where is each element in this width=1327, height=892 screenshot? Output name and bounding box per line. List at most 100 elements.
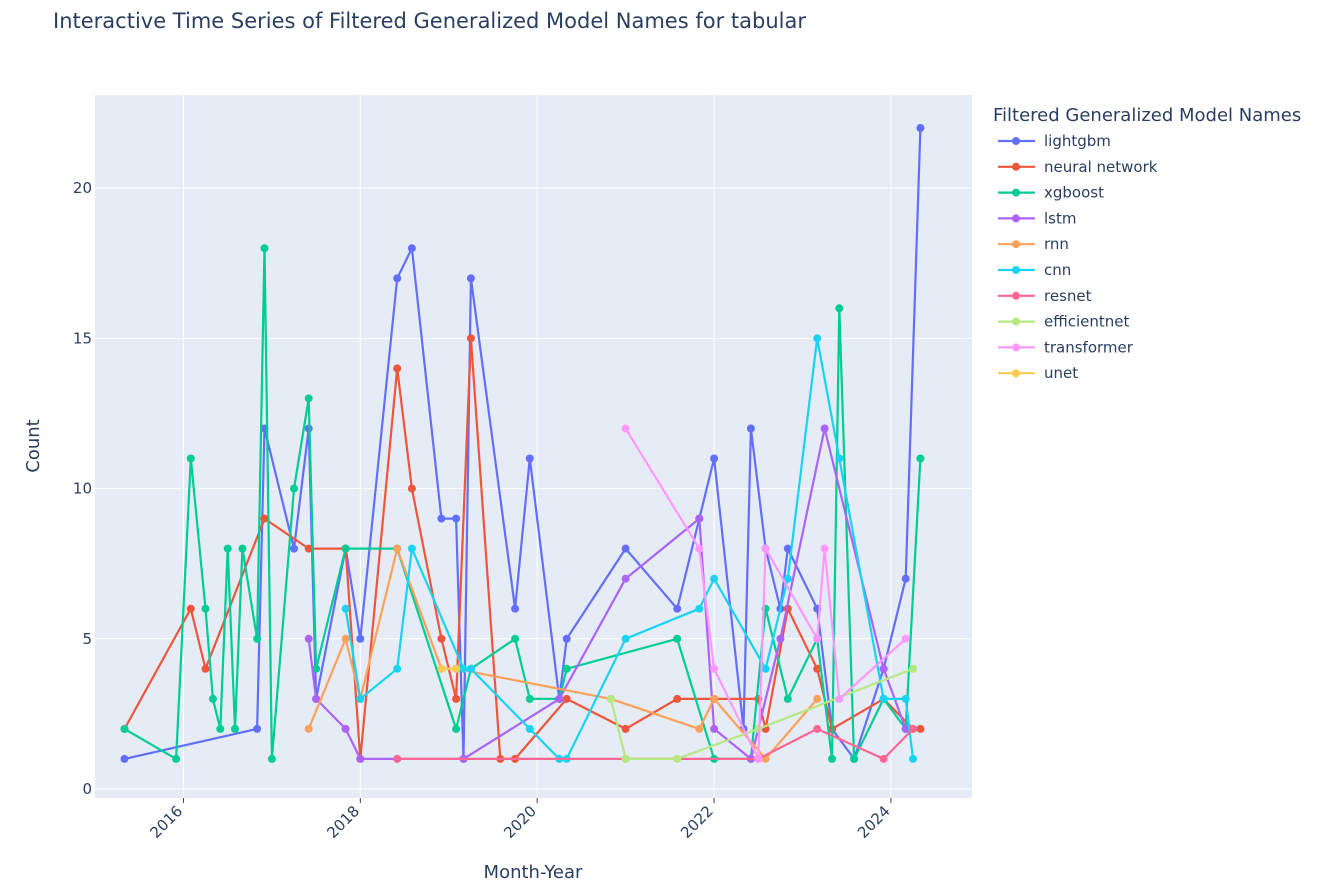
data-point[interactable] bbox=[813, 724, 822, 733]
data-point[interactable] bbox=[525, 454, 534, 463]
data-point[interactable] bbox=[901, 574, 910, 583]
data-point[interactable] bbox=[393, 754, 402, 763]
data-point[interactable] bbox=[208, 694, 217, 703]
data-point[interactable] bbox=[813, 694, 822, 703]
data-point[interactable] bbox=[562, 694, 571, 703]
data-point[interactable] bbox=[304, 544, 313, 553]
data-point[interactable] bbox=[621, 724, 630, 733]
data-point[interactable] bbox=[916, 454, 925, 463]
data-point[interactable] bbox=[216, 724, 225, 733]
data-point[interactable] bbox=[304, 634, 313, 643]
data-point[interactable] bbox=[901, 724, 910, 733]
data-point[interactable] bbox=[783, 574, 792, 583]
legend-item-neural-network[interactable]: neural network bbox=[998, 158, 1158, 176]
legend-item-cnn[interactable]: cnn bbox=[998, 261, 1071, 279]
data-point[interactable] bbox=[393, 274, 402, 283]
data-point[interactable] bbox=[172, 754, 181, 763]
data-point[interactable] bbox=[290, 484, 298, 493]
data-point[interactable] bbox=[312, 664, 321, 673]
data-point[interactable] bbox=[312, 694, 321, 703]
data-point[interactable] bbox=[466, 334, 475, 343]
data-point[interactable] bbox=[466, 274, 475, 283]
legend-item-transformer[interactable]: transformer bbox=[998, 338, 1134, 356]
data-point[interactable] bbox=[673, 694, 682, 703]
data-point[interactable] bbox=[253, 724, 262, 733]
data-point[interactable] bbox=[621, 544, 630, 553]
data-point[interactable] bbox=[879, 694, 888, 703]
data-point[interactable] bbox=[901, 634, 910, 643]
data-point[interactable] bbox=[754, 754, 763, 763]
data-point[interactable] bbox=[621, 424, 630, 433]
data-point[interactable] bbox=[695, 514, 704, 523]
data-point[interactable] bbox=[231, 724, 239, 733]
data-point[interactable] bbox=[341, 604, 350, 613]
legend-item-xgboost[interactable]: xgboost bbox=[998, 184, 1104, 202]
data-point[interactable] bbox=[710, 664, 719, 673]
data-point[interactable] bbox=[511, 604, 520, 613]
data-point[interactable] bbox=[909, 664, 917, 673]
data-point[interactable] bbox=[260, 244, 269, 253]
data-point[interactable] bbox=[783, 694, 792, 703]
data-point[interactable] bbox=[828, 754, 836, 763]
legend-item-rnn[interactable]: rnn bbox=[998, 235, 1069, 253]
data-point[interactable] bbox=[304, 724, 313, 733]
data-point[interactable] bbox=[695, 604, 704, 613]
data-point[interactable] bbox=[452, 724, 461, 733]
data-point[interactable] bbox=[304, 394, 313, 403]
data-point[interactable] bbox=[673, 604, 682, 613]
data-point[interactable] bbox=[452, 664, 461, 673]
data-point[interactable] bbox=[437, 664, 446, 673]
data-point[interactable] bbox=[260, 514, 269, 523]
data-point[interactable] bbox=[290, 544, 298, 553]
data-point[interactable] bbox=[621, 574, 630, 583]
data-point[interactable] bbox=[673, 634, 682, 643]
data-point[interactable] bbox=[186, 604, 195, 613]
data-point[interactable] bbox=[710, 724, 719, 733]
data-point[interactable] bbox=[835, 694, 844, 703]
data-point[interactable] bbox=[341, 544, 350, 553]
data-point[interactable] bbox=[120, 724, 129, 733]
data-point[interactable] bbox=[223, 544, 232, 553]
data-point[interactable] bbox=[238, 544, 247, 553]
data-point[interactable] bbox=[562, 664, 571, 673]
data-point[interactable] bbox=[695, 724, 704, 733]
data-point[interactable] bbox=[356, 694, 365, 703]
data-point[interactable] bbox=[850, 754, 859, 763]
data-point[interactable] bbox=[201, 664, 210, 673]
data-point[interactable] bbox=[901, 694, 910, 703]
data-point[interactable] bbox=[621, 754, 630, 763]
data-point[interactable] bbox=[835, 454, 844, 463]
data-point[interactable] bbox=[267, 754, 276, 763]
data-point[interactable] bbox=[710, 694, 719, 703]
data-point[interactable] bbox=[710, 574, 719, 583]
data-point[interactable] bbox=[909, 724, 917, 733]
data-point[interactable] bbox=[120, 754, 129, 763]
data-point[interactable] bbox=[452, 514, 461, 523]
data-point[interactable] bbox=[466, 664, 475, 673]
data-point[interactable] bbox=[813, 334, 822, 343]
data-point[interactable] bbox=[916, 124, 925, 132]
data-point[interactable] bbox=[459, 664, 468, 673]
data-point[interactable] bbox=[813, 664, 822, 673]
data-point[interactable] bbox=[341, 634, 350, 643]
data-point[interactable] bbox=[710, 454, 719, 463]
data-point[interactable] bbox=[761, 544, 770, 553]
data-point[interactable] bbox=[186, 454, 195, 463]
data-point[interactable] bbox=[452, 694, 461, 703]
data-point[interactable] bbox=[341, 724, 350, 733]
data-point[interactable] bbox=[783, 544, 792, 553]
data-point[interactable] bbox=[525, 694, 534, 703]
data-point[interactable] bbox=[879, 754, 888, 763]
legend-item-resnet[interactable]: resnet bbox=[998, 287, 1092, 305]
legend-item-lstm[interactable]: lstm bbox=[998, 209, 1076, 227]
data-point[interactable] bbox=[835, 304, 844, 313]
data-point[interactable] bbox=[356, 634, 365, 643]
data-point[interactable] bbox=[673, 754, 682, 763]
data-point[interactable] bbox=[879, 664, 888, 673]
data-point[interactable] bbox=[820, 544, 829, 553]
data-point[interactable] bbox=[621, 634, 630, 643]
data-point[interactable] bbox=[407, 244, 416, 253]
data-point[interactable] bbox=[761, 664, 770, 673]
data-point[interactable] bbox=[813, 634, 822, 643]
legend-item-efficientnet[interactable]: efficientnet bbox=[998, 313, 1129, 331]
